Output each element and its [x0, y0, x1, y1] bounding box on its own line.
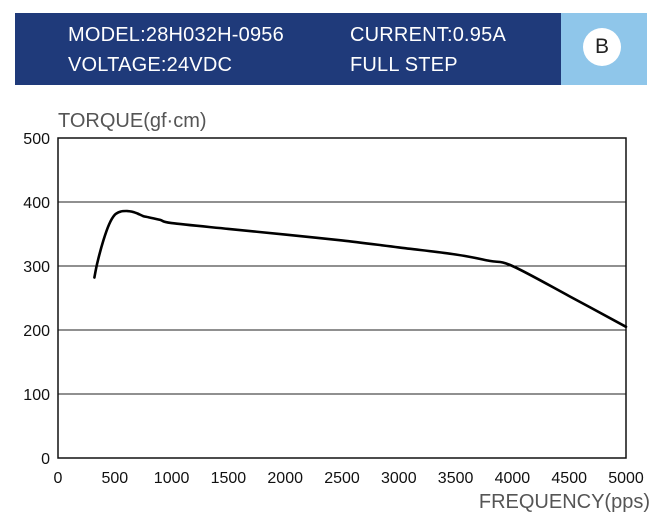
x-tick-label: 2000: [267, 470, 303, 487]
x-axis-title: FREQUENCY(pps): [479, 491, 650, 513]
x-tick-label: 2500: [324, 470, 360, 487]
voltage-label: VOLTAGE:24VDC: [68, 54, 233, 76]
x-tick-label: 4000: [495, 470, 531, 487]
curve-badge: B: [583, 28, 621, 66]
torque-curve: [93, 209, 628, 329]
x-tick-label: 0: [54, 470, 63, 487]
y-axis-title: TORQUE(gf·cm): [58, 110, 207, 132]
x-tick-label: 4500: [551, 470, 587, 487]
y-tick-label: 100: [23, 387, 50, 404]
step-mode-label: FULL STEP: [350, 54, 458, 76]
y-tick-label: 400: [23, 195, 50, 212]
x-tick-labels: 0 500 1000 1500 2000 2500 3000 3500 4000 4500 5000: [54, 470, 644, 487]
spec-banner: MODEL:28H032H-0956 CURRENT:0.95A VOLTAGE…: [15, 13, 561, 85]
x-tick-label: 1000: [154, 470, 190, 487]
y-tick-labels: 0 100 200 300 400 500: [23, 131, 50, 468]
grid-lines: [58, 201, 626, 395]
x-tick-label: 5000: [608, 470, 644, 487]
x-tick-label: 1500: [211, 470, 247, 487]
y-tick-label: 0: [41, 451, 50, 468]
y-tick-label: 500: [23, 131, 50, 148]
plot-frame: [57, 137, 627, 459]
curve-badge-letter: B: [594, 35, 609, 58]
x-tick-label: 3000: [381, 470, 417, 487]
x-tick-label: 500: [101, 470, 128, 487]
badge-panel: B: [561, 13, 647, 85]
y-tick-label: 200: [23, 323, 50, 340]
x-tick-label: 3500: [438, 470, 474, 487]
y-tick-label: 300: [23, 259, 50, 276]
model-label: MODEL:28H032H-0956: [68, 24, 284, 46]
current-label: CURRENT:0.95A: [350, 24, 506, 46]
